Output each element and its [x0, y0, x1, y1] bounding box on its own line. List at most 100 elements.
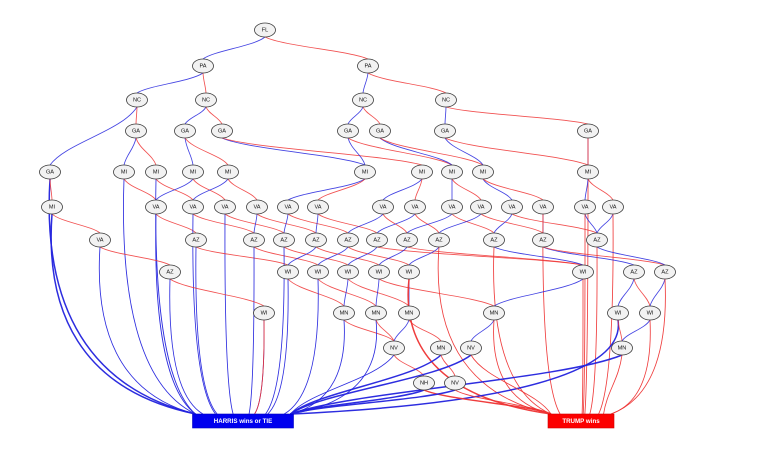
- bdd-node-nc[interactable]: NC: [195, 92, 217, 108]
- bdd-node-va[interactable]: VA: [89, 232, 111, 248]
- bdd-node-mi[interactable]: MI: [41, 199, 63, 215]
- bdd-node-va[interactable]: VA: [574, 199, 596, 215]
- node-shape: [441, 164, 463, 180]
- bdd-edge-harris: [347, 106, 364, 125]
- bdd-node-az[interactable]: AZ: [483, 232, 505, 248]
- bdd-node-az[interactable]: AZ: [586, 232, 608, 248]
- bdd-node-nv[interactable]: NV: [383, 340, 405, 356]
- bdd-node-pa[interactable]: PA: [192, 58, 214, 74]
- bdd-node-mn[interactable]: MN: [611, 340, 633, 356]
- bdd-node-mn[interactable]: MN: [430, 340, 452, 356]
- bdd-edge-harris: [375, 278, 380, 307]
- bdd-node-wi[interactable]: WI: [337, 264, 359, 280]
- bdd-node-az[interactable]: AZ: [428, 232, 450, 248]
- bdd-node-mi[interactable]: MI: [472, 164, 494, 180]
- bdd-node-wi[interactable]: WI: [368, 264, 390, 280]
- bdd-node-va[interactable]: VA: [404, 199, 426, 215]
- bdd-node-az[interactable]: AZ: [305, 232, 327, 248]
- bdd-edge-trump: [283, 246, 349, 266]
- bdd-node-mi[interactable]: MI: [182, 164, 204, 180]
- bdd-node-mi[interactable]: MI: [354, 164, 376, 180]
- bdd-node-ga[interactable]: GA: [211, 123, 233, 139]
- bdd-edge-harris: [317, 246, 349, 266]
- node-shape: [354, 164, 376, 180]
- bdd-node-nv[interactable]: NV: [460, 340, 482, 356]
- bdd-terminal-trump[interactable]: TRUMP wins: [547, 413, 615, 429]
- bdd-node-va[interactable]: VA: [277, 199, 299, 215]
- bdd-node-mn[interactable]: MN: [483, 305, 505, 321]
- bdd-node-az[interactable]: AZ: [273, 232, 295, 248]
- bdd-node-va[interactable]: VA: [532, 199, 554, 215]
- bdd-edge-trump: [542, 246, 666, 266]
- bdd-node-va[interactable]: VA: [307, 199, 329, 215]
- bdd-edge-harris: [542, 246, 635, 266]
- bdd-node-va[interactable]: VA: [246, 199, 268, 215]
- bdd-edge-harris: [50, 213, 196, 415]
- node-shape: [435, 92, 457, 108]
- bdd-node-wi[interactable]: WI: [277, 264, 299, 280]
- bdd-node-nc[interactable]: NC: [352, 92, 374, 108]
- bdd-terminal-harris[interactable]: HARRIS wins or TIE: [192, 413, 294, 429]
- terminal-box: [547, 413, 615, 429]
- node-shape: [277, 264, 299, 280]
- bdd-edge-trump: [264, 36, 369, 60]
- bdd-node-pa[interactable]: PA: [357, 58, 379, 74]
- bdd-node-mi[interactable]: MI: [441, 164, 463, 180]
- bdd-node-mn[interactable]: MN: [333, 305, 355, 321]
- bdd-node-az[interactable]: AZ: [159, 264, 181, 280]
- bdd-node-va[interactable]: VA: [602, 199, 624, 215]
- bdd-node-az[interactable]: AZ: [396, 232, 418, 248]
- bdd-node-nc[interactable]: NC: [435, 92, 457, 108]
- bdd-node-ga[interactable]: GA: [125, 123, 147, 139]
- bdd-edge-harris: [290, 354, 472, 415]
- bdd-node-va[interactable]: VA: [372, 199, 394, 215]
- bdd-node-va[interactable]: VA: [501, 199, 523, 215]
- bdd-node-va[interactable]: VA: [441, 199, 463, 215]
- bdd-node-az[interactable]: AZ: [337, 232, 359, 248]
- bdd-edge-trump: [362, 106, 381, 125]
- bdd-node-az[interactable]: AZ: [623, 264, 645, 280]
- node-shape: [214, 199, 236, 215]
- bdd-node-wi[interactable]: WI: [639, 305, 661, 321]
- bdd-node-ga[interactable]: GA: [174, 123, 196, 139]
- bdd-node-mi[interactable]: MI: [145, 164, 167, 180]
- node-shape: [145, 199, 167, 215]
- bdd-node-ga[interactable]: GA: [337, 123, 359, 139]
- bdd-node-mi[interactable]: MI: [411, 164, 433, 180]
- bdd-node-nc[interactable]: NC: [126, 92, 148, 108]
- bdd-node-ga[interactable]: GA: [369, 123, 391, 139]
- bdd-edge-trump: [135, 137, 157, 166]
- bdd-node-nh[interactable]: NH: [413, 375, 435, 391]
- bdd-node-mi[interactable]: MI: [217, 164, 239, 180]
- bdd-node-az[interactable]: AZ: [243, 232, 265, 248]
- bdd-node-wi[interactable]: WI: [607, 305, 629, 321]
- bdd-node-az[interactable]: AZ: [654, 264, 676, 280]
- bdd-edge-trump: [581, 278, 584, 415]
- node-shape: [126, 92, 148, 108]
- bdd-node-wi[interactable]: WI: [253, 305, 275, 321]
- bdd-node-mn[interactable]: MN: [398, 305, 420, 321]
- bdd-edge-harris: [393, 319, 410, 342]
- bdd-node-va[interactable]: VA: [145, 199, 167, 215]
- bdd-node-fl[interactable]: FL: [254, 22, 276, 38]
- node-shape: [602, 199, 624, 215]
- bdd-node-mi[interactable]: MI: [577, 164, 599, 180]
- bdd-node-wi[interactable]: WI: [398, 264, 420, 280]
- bdd-node-ga[interactable]: GA: [577, 123, 599, 139]
- bdd-node-va[interactable]: VA: [182, 199, 204, 215]
- bdd-node-ga[interactable]: GA: [39, 164, 61, 180]
- bdd-node-ga[interactable]: GA: [434, 123, 456, 139]
- bdd-node-wi[interactable]: WI: [307, 264, 329, 280]
- bdd-node-mn[interactable]: MN: [365, 305, 387, 321]
- bdd-node-nv[interactable]: NV: [444, 375, 466, 391]
- bdd-node-va[interactable]: VA: [470, 199, 492, 215]
- bdd-node-az[interactable]: AZ: [185, 232, 207, 248]
- bdd-node-mi[interactable]: MI: [113, 164, 135, 180]
- bdd-node-az[interactable]: AZ: [366, 232, 388, 248]
- bdd-node-va[interactable]: VA: [214, 199, 236, 215]
- node-shape: [404, 199, 426, 215]
- bdd-edge-harris: [155, 213, 196, 415]
- bdd-node-wi[interactable]: WI: [572, 264, 594, 280]
- bdd-node-az[interactable]: AZ: [532, 232, 554, 248]
